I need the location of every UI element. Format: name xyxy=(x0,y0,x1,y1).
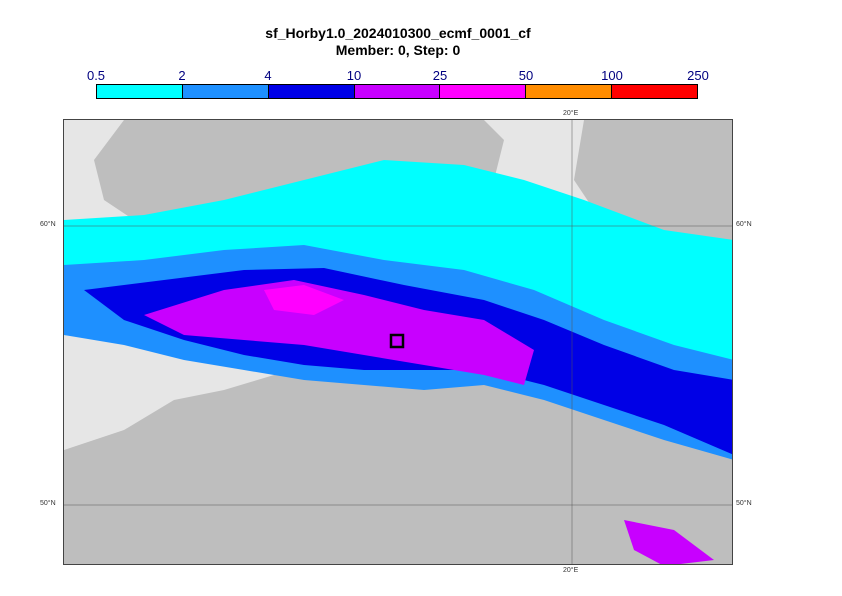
legend-swatch-6 xyxy=(612,85,698,98)
lon-label-20-top: 20°E xyxy=(563,110,579,117)
precip-band-10 xyxy=(144,280,534,385)
precip-band-se xyxy=(624,520,714,564)
legend-tick: 4 xyxy=(264,68,272,83)
lat-label-50: 50°N xyxy=(40,500,56,507)
station-marker xyxy=(389,333,405,349)
legend-tick: 2 xyxy=(178,68,186,83)
lat-label-60: 60°N xyxy=(40,221,56,228)
legend-tick: 25 xyxy=(432,68,448,83)
legend-tick: 100 xyxy=(601,68,623,83)
legend-tick: 0.5 xyxy=(86,68,106,83)
lon-label-20-bottom: 20°E xyxy=(563,567,579,574)
chart-subtitle: Member: 0, Step: 0 xyxy=(335,42,461,58)
map-panel xyxy=(63,119,733,565)
legend-swatch-5 xyxy=(526,85,613,98)
legend-swatch-1 xyxy=(182,85,269,98)
legend-tick: 50 xyxy=(518,68,534,83)
legend-tick: 10 xyxy=(346,68,362,83)
legend-tick: 250 xyxy=(687,68,709,83)
continent-land xyxy=(64,360,732,564)
legend-swatch-0 xyxy=(97,85,183,98)
legend-swatch-4 xyxy=(440,85,527,98)
chart-title: sf_Horby1.0_2024010300_ecmf_0001_cf xyxy=(265,25,531,41)
map-svg xyxy=(64,120,732,564)
legend-swatch-2 xyxy=(268,85,355,98)
legend-swatch-3 xyxy=(354,85,441,98)
color-legend-bar xyxy=(96,84,698,99)
lat-label-60-right: 60°N xyxy=(736,221,752,228)
precip-band-25 xyxy=(264,285,344,315)
lat-label-50-right: 50°N xyxy=(736,500,752,507)
